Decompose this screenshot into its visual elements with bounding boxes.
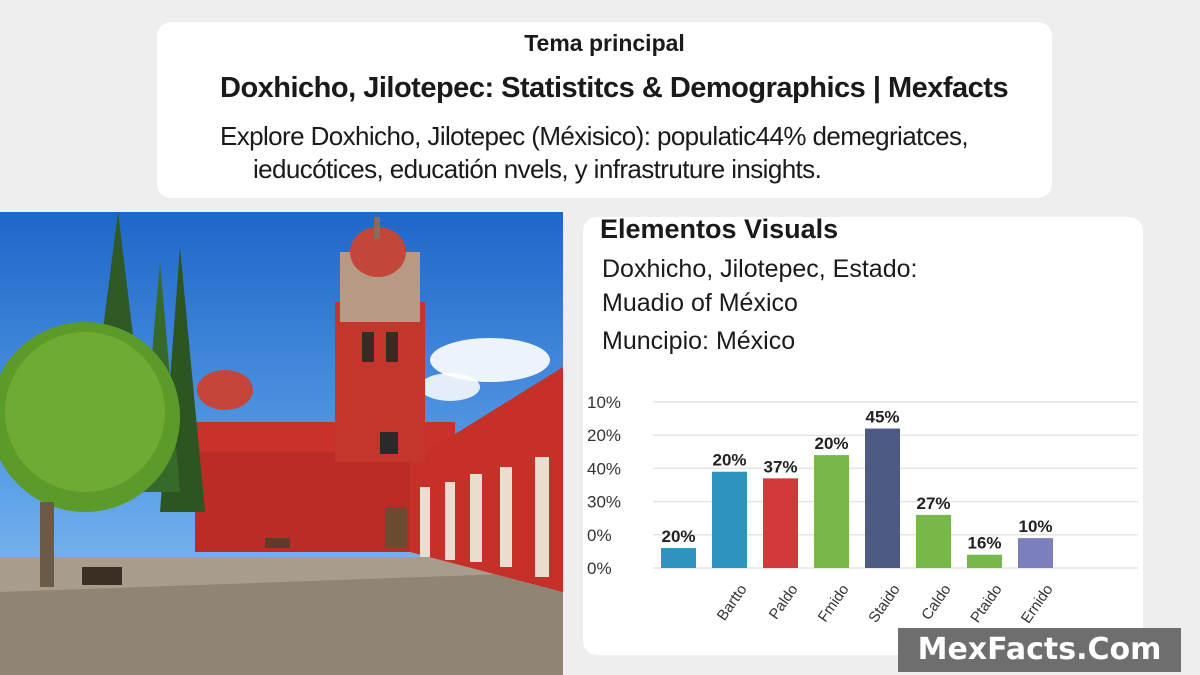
bar-chart: 0% 0% 30% 40% 20% 10% 20% 20% Bartto 37% Paldo 20% F…	[587, 393, 1138, 627]
x-tick-label: Fmido	[815, 581, 853, 625]
data-label: 20%	[661, 527, 695, 546]
data-label: 20%	[814, 434, 848, 453]
church-illustration	[0, 212, 563, 675]
bar	[916, 514, 951, 568]
description-line-2: ieducótices, educatión nvels, y infrastr…	[253, 154, 822, 184]
x-tick-label: Caldo	[918, 581, 954, 623]
bar	[865, 428, 900, 568]
y-tick-label: 10%	[587, 393, 621, 412]
bar	[814, 455, 849, 568]
page-title: Doxhicho, Jilotepec: Statistitcs & Demog…	[220, 72, 1009, 104]
church-photo	[0, 212, 563, 675]
panel-line-1: Doxhicho, Jilotepec, Estado:	[602, 255, 918, 283]
bar	[712, 471, 747, 568]
x-tick-label: Paldo	[766, 581, 802, 622]
page-description: Explore Doxhicho, Jilotepec (Méxisico): …	[220, 120, 969, 186]
y-tick-label: 0%	[587, 559, 612, 578]
panel-line-3: Muncipio: México	[602, 327, 796, 355]
data-label: 20%	[712, 451, 746, 470]
x-tick-label: Bartto	[714, 581, 751, 624]
bar	[967, 554, 1002, 568]
x-tick-label: Staido	[865, 581, 903, 626]
watermark: MexFacts.Com	[898, 628, 1181, 672]
y-tick-label: 40%	[587, 459, 621, 478]
x-tick-label: Ptaido	[967, 581, 1005, 626]
bar	[1018, 538, 1053, 568]
visual-elements-card: Elementos Visuals Doxhicho, Jilotepec, E…	[583, 214, 1143, 655]
data-label: 16%	[967, 534, 1001, 553]
description-line-1: Explore Doxhicho, Jilotepec (Méxisico): …	[220, 121, 969, 151]
bar	[763, 478, 798, 568]
bar	[661, 548, 696, 568]
data-label: 27%	[916, 494, 950, 513]
y-tick-label: 0%	[587, 526, 612, 545]
data-label: 10%	[1018, 517, 1052, 536]
header-card: Tema principal Doxhicho, Jilotepec: Stat…	[157, 22, 1052, 198]
y-tick-label: 30%	[587, 493, 621, 512]
data-label: 37%	[763, 457, 797, 476]
x-tick-label: Ernido	[1018, 581, 1057, 626]
panel-title: Elementos Visuals	[600, 214, 839, 244]
data-label: 45%	[865, 408, 899, 427]
eyebrow-label: Tema principal	[524, 30, 685, 56]
panel-line-2: Muadio of México	[602, 289, 798, 317]
y-tick-label: 20%	[587, 426, 621, 445]
